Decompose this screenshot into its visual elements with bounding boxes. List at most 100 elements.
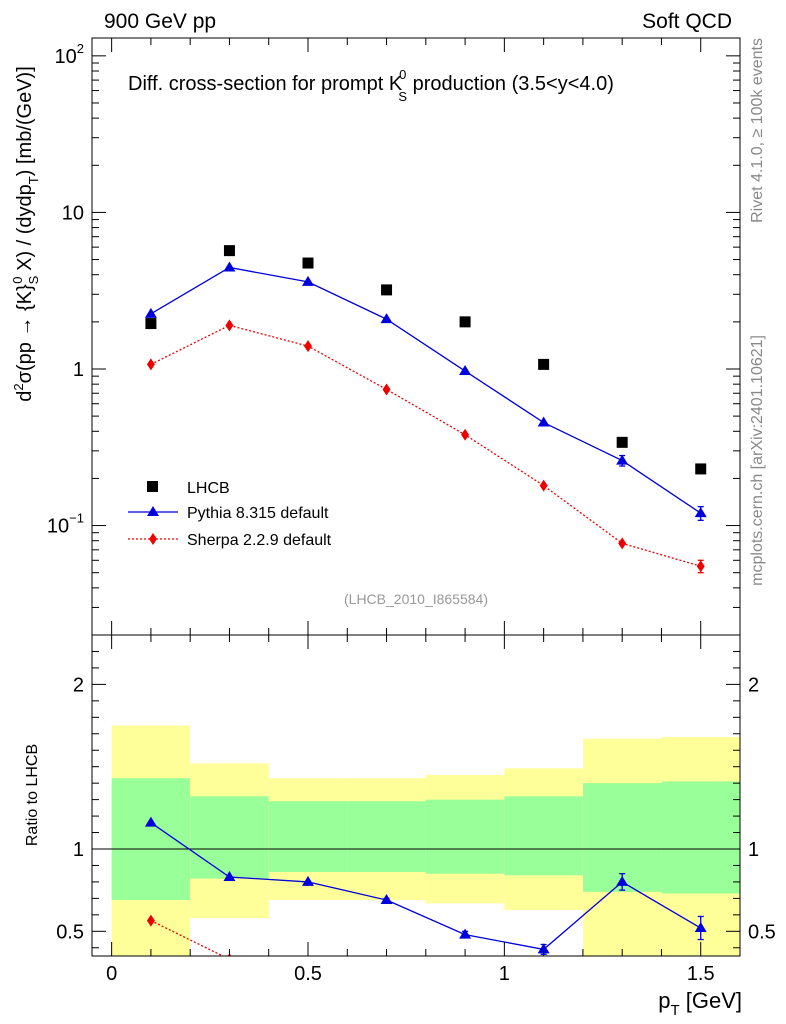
main-pythia-point [694,507,707,518]
x-axis-label: pT [GeV] [658,988,742,1019]
main-pythia-point [616,454,629,465]
ratio-y-tick-label-left: 1 [73,839,84,861]
main-pythia-line [150,266,702,514]
ratio-y-tick-label-right: 1 [748,839,759,861]
title-pre: Diff. cross-section for prompt K [128,73,403,95]
ratio-pythia-line [150,822,702,951]
ylabel-c: X) / (dydp [14,184,36,276]
main-lhcb-point [459,316,471,328]
ratio-sherpa-point [618,970,626,982]
ratio-sherpa-point [461,976,469,988]
ylabel-a: d [14,391,36,402]
ratio-plot-area [92,725,740,992]
main-lhcb-point [538,358,550,370]
main-lhcb-point [223,245,235,257]
ratio-band-green [268,801,348,873]
ratio-band-green [661,781,740,894]
ratio-pythia-point [459,928,472,939]
legend-label-lhcb: LHCB [187,480,230,497]
main-pythia-point [302,275,314,286]
analysis-id: (LHCB_2010_I865584) [344,591,488,607]
ratio-pythia-point [144,816,157,827]
title-post: production (3.5<y<4.0) [407,73,614,95]
legend-marker-lhcb [147,481,158,492]
tick-base: 10 [47,516,69,538]
ratio-band-green [504,796,583,876]
main-sherpa-point [696,560,705,573]
main-pythia-point [223,261,236,272]
ratio-band-green [347,801,426,873]
x-tick-label: 1 [499,963,510,985]
tick-exponent: −1 [69,511,84,526]
ratio-panel: 2 2 1 1 0.5 0.5 0 0.5 1 1.5 Ratio to LHCB pT [GeV… [24,634,776,1019]
ylabel-d: ) [mb/(GeV)] [14,66,36,176]
main-y-tick-label: 1 [73,359,84,381]
title-sub: S [398,89,407,104]
ratio-sherpa-point [146,914,155,927]
ylabel-b-sub: S [26,275,41,284]
x-tick-label: 0.5 [294,963,322,985]
title-sup: 0 [399,67,406,82]
rivet-label: Rivet 4.1.0, ≥ 100k events [749,38,766,223]
main-sherpa-point [461,428,470,441]
main-sherpa-point [539,479,548,492]
main-pythia-point [459,365,472,376]
legend-marker-sherpa [149,533,157,545]
ratio-band-green [190,796,269,879]
main-y-tick-label: 10 [62,202,84,224]
ylabel-b: σ(pp → {K} [14,284,36,383]
ratio-y-label: Ratio to LHCB [24,744,41,846]
tick-exponent: 2 [77,41,84,56]
ratio-pythia-point [223,870,236,881]
main-sherpa-point [146,358,155,371]
main-lhcb-point [381,284,393,296]
ratio-pythia-point [694,922,707,933]
legend-label-sherpa: Sherpa 2.2.9 default [187,532,332,549]
ratio-y-tick-label-right: 2 [748,674,759,696]
ratio-band-green [111,778,191,901]
ratio-band-green [425,799,505,874]
xlabel-sub: T [670,1002,679,1019]
legend-marker-pythia [147,506,159,516]
ratio-frame [91,634,741,957]
x-tick-label: 1.5 [687,963,715,985]
main-sherpa-point [304,340,312,353]
x-tick-label: 0 [106,963,117,985]
main-lhcb-point [145,318,157,330]
ylabel-a-sup: 2 [11,383,26,390]
main-pythia-point [144,307,157,318]
ratio-y-tick-label-left: 0.5 [56,921,84,943]
main-y-tick-label: 10−1 [47,511,84,538]
chart-title: Diff. cross-section for prompt K0 S produ… [128,67,614,104]
legend-label-pythia: Pythia 8.315 default [187,505,329,522]
main-data-marks [144,245,707,574]
ratio-pythia-point [302,875,314,886]
main-y-tick-label: 102 [55,41,84,68]
tick-base: 10 [55,46,77,68]
ratio-uncertainty-bands [111,725,740,956]
ratio-sherpa-point [383,970,391,982]
mcplots-label: mcplots.cern.ch [arXiv:2401.10621] [749,335,766,586]
main-sherpa-point [225,319,234,332]
main-pythia-point [537,416,550,427]
main-lhcb-point [302,257,314,269]
ylabel-b-sup: 0 [10,276,25,283]
ratio-pythia-point [537,943,550,954]
legend: LHCB Pythia 8.315 default Sherpa 2.2.9 d… [128,480,332,549]
main-sherpa-point [618,537,627,550]
header-right: Soft QCD [642,10,732,33]
main-lhcb-point [695,463,707,475]
main-sherpa-point [382,383,391,396]
ylabel-c-sub: T [26,176,41,184]
ratio-tick-marks [92,634,741,956]
ratio-sherpa-point [540,980,548,992]
ratio-pythia-point [380,894,393,905]
header-left: 900 GeV pp [104,10,216,33]
y-axis-label: d2σ(pp → {K}S0 X) / (dydpT) [mb/(GeV)] [10,66,41,402]
ratio-y-tick-label-right: 0.5 [748,921,776,943]
main-sherpa-line [150,324,701,567]
ratio-tick-labels: 2 2 1 1 0.5 0.5 0 0.5 1 1.5 [56,674,776,985]
ratio-pythia-point [616,875,629,886]
